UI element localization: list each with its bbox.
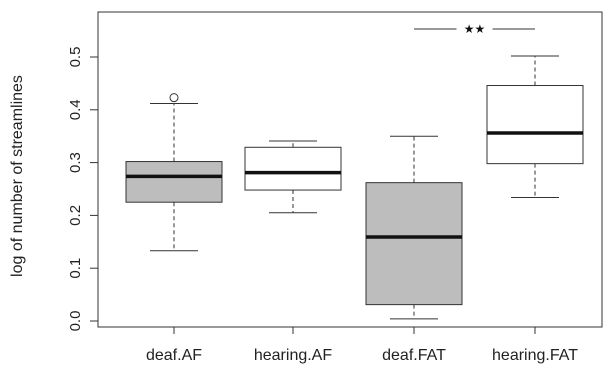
significance-annotation: ★★ bbox=[414, 22, 535, 36]
iqr-box bbox=[244, 146, 342, 191]
box-hearing-FAT bbox=[486, 55, 584, 198]
box-deaf-FAT bbox=[365, 135, 463, 320]
box-series bbox=[125, 55, 584, 320]
x-category-label: hearing.FAT bbox=[492, 347, 578, 364]
y-axis: 0.0 0.1 0.2 0.3 0.4 0.5 bbox=[67, 47, 98, 332]
y-tick-label: 0.0 bbox=[67, 311, 84, 332]
x-category-label: hearing.AF bbox=[254, 347, 332, 364]
iqr-box bbox=[486, 85, 584, 165]
y-tick-label: 0.2 bbox=[67, 205, 84, 226]
outlier-point bbox=[169, 93, 179, 103]
y-tick-label: 0.4 bbox=[67, 99, 84, 120]
y-tick-label: 0.1 bbox=[67, 258, 84, 279]
box-deaf-AF bbox=[125, 93, 223, 252]
x-category-label: deaf.FAT bbox=[382, 347, 446, 364]
iqr-box bbox=[125, 161, 223, 203]
box-hearing-AF bbox=[244, 140, 342, 214]
x-axis: deaf.AF hearing.AF deaf.FAT hearing.FAT bbox=[146, 327, 578, 364]
y-tick-label: 0.3 bbox=[67, 152, 84, 173]
plot-frame bbox=[97, 11, 603, 328]
iqr-box bbox=[365, 182, 463, 306]
y-axis-title: log of number of streamlines bbox=[9, 75, 26, 277]
x-category-label: deaf.AF bbox=[146, 347, 202, 364]
significance-stars: ★★ bbox=[464, 22, 486, 36]
y-tick-label: 0.5 bbox=[67, 47, 84, 68]
